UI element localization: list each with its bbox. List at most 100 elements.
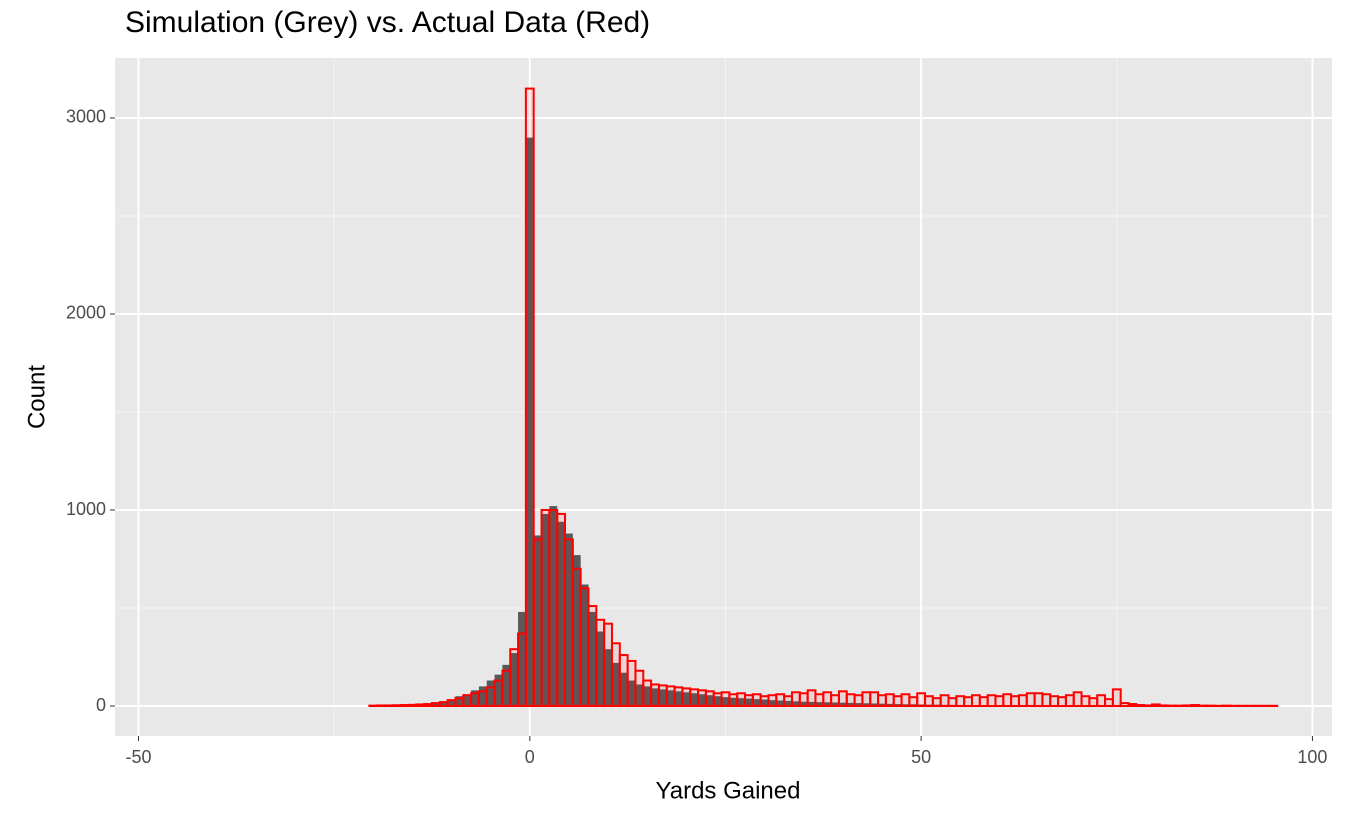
histogram-bar bbox=[1143, 704, 1153, 708]
histogram-bar bbox=[970, 694, 981, 708]
histogram-bar bbox=[939, 694, 950, 708]
histogram-bar bbox=[454, 697, 465, 708]
histogram-bar bbox=[438, 701, 449, 708]
histogram-bar bbox=[673, 686, 684, 708]
histogram-bar bbox=[790, 691, 801, 708]
histogram-bar bbox=[502, 664, 511, 707]
histogram-bar bbox=[775, 693, 786, 708]
histogram-bar bbox=[1064, 694, 1075, 708]
histogram-bar bbox=[846, 702, 855, 707]
histogram-bar bbox=[548, 509, 559, 708]
histogram-bar bbox=[721, 697, 730, 707]
histogram-bar bbox=[610, 642, 621, 708]
histogram-bar bbox=[760, 699, 769, 707]
histogram-bar bbox=[510, 653, 519, 707]
histogram-bar bbox=[651, 688, 659, 707]
histogram-bar bbox=[814, 693, 825, 708]
histogram-bar bbox=[564, 538, 574, 708]
histogram-bar bbox=[634, 669, 645, 708]
histogram-bar bbox=[658, 689, 667, 707]
histogram-bar bbox=[627, 680, 636, 707]
histogram-bar bbox=[776, 700, 785, 707]
histogram-bar bbox=[571, 567, 582, 708]
histogram-bar bbox=[657, 684, 668, 708]
histogram-bar bbox=[470, 692, 480, 708]
histogram-bar bbox=[1041, 693, 1052, 708]
histogram-bar bbox=[540, 509, 551, 708]
histogram-bar bbox=[431, 703, 440, 707]
histogram-bar bbox=[533, 535, 542, 707]
histogram-bar bbox=[823, 702, 832, 707]
histogram-bar bbox=[462, 694, 473, 708]
histogram-bar bbox=[878, 703, 886, 707]
histogram-bar bbox=[978, 696, 989, 708]
histogram-bar bbox=[549, 506, 558, 707]
histogram-bar bbox=[588, 611, 597, 707]
histogram-bar bbox=[745, 698, 753, 707]
histogram-bar bbox=[916, 692, 927, 708]
histogram-bar bbox=[579, 587, 590, 708]
histogram-bar bbox=[830, 694, 840, 708]
histogram-bar bbox=[525, 137, 534, 707]
histogram-bar bbox=[430, 702, 441, 708]
histogram-bar bbox=[1158, 704, 1169, 708]
histogram-bar bbox=[838, 702, 847, 707]
histogram-bar bbox=[595, 618, 606, 708]
x-tick-label: -50 bbox=[125, 747, 151, 767]
histogram-bar bbox=[603, 622, 613, 708]
histogram-bar bbox=[854, 703, 863, 707]
histogram-bar bbox=[674, 691, 683, 707]
histogram-bar bbox=[642, 679, 653, 708]
histogram-bar bbox=[892, 695, 903, 708]
histogram-bar bbox=[1080, 695, 1091, 708]
histogram-bar bbox=[853, 694, 864, 708]
histogram-bar bbox=[565, 533, 573, 707]
histogram-bar bbox=[1025, 692, 1036, 708]
histogram-bar bbox=[509, 648, 520, 708]
histogram-bar bbox=[1190, 704, 1200, 708]
histogram-bar bbox=[532, 538, 543, 708]
histogram-bar bbox=[478, 686, 487, 707]
y-axis-title: Count bbox=[23, 365, 50, 429]
histogram-bar bbox=[1104, 698, 1114, 708]
histogram-bar bbox=[931, 697, 942, 708]
histogram-bar bbox=[845, 693, 856, 708]
x-tick-label: 0 bbox=[525, 747, 535, 767]
histogram-bar bbox=[486, 680, 495, 707]
histogram-bar bbox=[407, 703, 418, 708]
histogram-bar bbox=[698, 694, 706, 707]
histogram-bar bbox=[705, 695, 714, 707]
histogram-bar bbox=[1049, 695, 1060, 708]
histogram-bar bbox=[784, 700, 792, 707]
y-tick-label: 0 bbox=[96, 695, 106, 715]
histogram-bar bbox=[1135, 704, 1146, 708]
histogram-bar bbox=[869, 691, 880, 708]
histogram-bar bbox=[697, 689, 707, 708]
histogram-bar bbox=[524, 87, 535, 708]
histogram-bar bbox=[501, 669, 512, 708]
histogram-bar bbox=[877, 694, 887, 708]
x-tick-label: 100 bbox=[1297, 747, 1327, 767]
histogram-bar bbox=[471, 690, 479, 707]
histogram-bar bbox=[704, 690, 715, 708]
histogram-bar bbox=[861, 691, 872, 708]
histogram-bar bbox=[720, 691, 731, 708]
histogram-bar bbox=[728, 693, 739, 708]
chart-title: Simulation (Grey) vs. Actual Data (Red) bbox=[125, 6, 650, 39]
histogram-bar bbox=[618, 654, 629, 708]
histogram-bar bbox=[712, 692, 723, 708]
histogram-bar bbox=[556, 512, 567, 708]
histogram-bar bbox=[806, 689, 817, 708]
histogram-bar bbox=[643, 686, 652, 707]
histogram-bar bbox=[822, 691, 833, 708]
x-axis-title: Yards Gained bbox=[656, 777, 801, 804]
histogram-bar bbox=[604, 649, 612, 707]
histogram-bar bbox=[650, 683, 660, 708]
histogram-bar bbox=[1119, 702, 1130, 708]
histogram-bar bbox=[485, 686, 496, 708]
histogram-bar bbox=[815, 702, 824, 707]
plot-panel bbox=[115, 58, 1332, 736]
histogram-bar bbox=[446, 699, 457, 708]
histogram-bar bbox=[900, 693, 911, 708]
